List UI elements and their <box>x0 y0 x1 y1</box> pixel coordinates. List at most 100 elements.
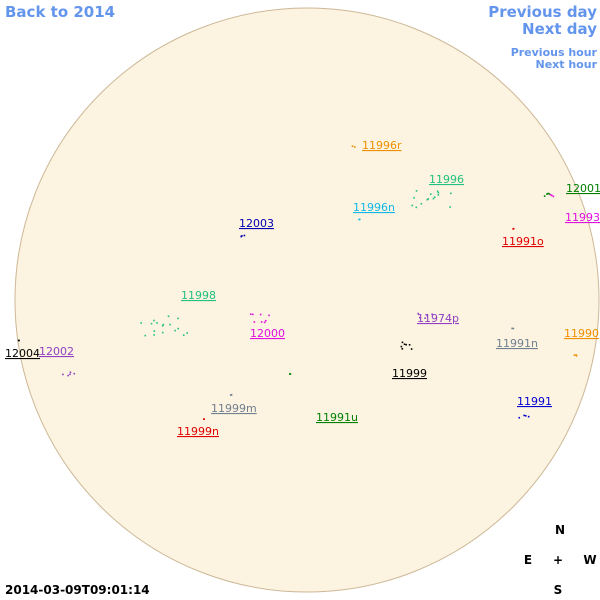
sunspot <box>69 371 72 374</box>
sunspot <box>419 316 421 319</box>
region-label[interactable]: 11991o <box>502 235 544 248</box>
sunspot <box>153 319 155 322</box>
sunspot <box>437 194 440 196</box>
compass-south: S <box>554 583 563 597</box>
sunspot <box>73 372 76 375</box>
sunspot <box>167 315 170 318</box>
sunspot <box>153 330 156 332</box>
sunspot <box>549 193 552 196</box>
sunspot <box>523 414 525 417</box>
sunspot <box>543 195 546 197</box>
sunspot <box>230 393 233 396</box>
region-label[interactable]: 11993 <box>565 211 600 224</box>
sunspot <box>177 327 179 330</box>
region-label[interactable]: 11998 <box>181 289 216 302</box>
region-label[interactable]: 12001 <box>566 182 600 195</box>
compass-center: + <box>553 553 563 567</box>
compass-west: W <box>583 553 596 567</box>
sunspot <box>547 192 549 195</box>
sunspot <box>524 414 527 417</box>
sunspot <box>429 193 432 195</box>
sunspot <box>411 204 414 207</box>
sunspot <box>512 327 515 330</box>
sunspot <box>573 354 576 357</box>
sunspot <box>358 218 361 221</box>
sunspot <box>401 348 404 350</box>
region-label[interactable]: 11999n <box>177 425 219 438</box>
sunspot <box>551 194 553 197</box>
next-day-link[interactable]: Next day <box>522 20 597 38</box>
sunspot <box>512 227 515 230</box>
sunspot <box>140 322 142 324</box>
sunspot <box>408 344 411 346</box>
sunspot <box>161 331 164 334</box>
sunspot <box>426 198 429 201</box>
sunspot <box>62 373 64 376</box>
sunspot <box>229 394 232 396</box>
region-label[interactable]: 11996 <box>429 173 464 186</box>
sunspot <box>263 321 266 324</box>
previous-day-link[interactable]: Previous day <box>488 3 597 21</box>
sunspot <box>436 190 439 193</box>
region-label[interactable]: 11991 <box>517 395 552 408</box>
sunspot <box>264 319 267 322</box>
sunspot <box>177 317 179 320</box>
sunspot <box>351 145 354 147</box>
sunspot <box>401 341 404 344</box>
sunspot <box>548 193 551 195</box>
region-label[interactable]: 11991n <box>496 337 538 350</box>
sunspot <box>450 192 452 195</box>
region-label[interactable]: 12002 <box>39 345 74 358</box>
solar-disk <box>14 7 600 593</box>
sunspot <box>260 321 263 323</box>
region-label[interactable]: 12004 <box>5 347 40 360</box>
next-hour-link[interactable]: Next hour <box>536 58 598 71</box>
sunspot <box>552 195 555 198</box>
sunspot <box>253 321 256 323</box>
sunspot <box>410 348 413 350</box>
region-label[interactable]: 11999m <box>211 402 257 415</box>
sunspot <box>17 339 20 342</box>
sunspot <box>161 324 164 327</box>
region-label[interactable]: 11991u <box>316 411 358 424</box>
sunspot <box>420 202 423 205</box>
sunspot <box>575 354 577 356</box>
sunspot <box>424 317 426 319</box>
sunspot <box>203 418 205 420</box>
region-label[interactable]: 11996r <box>362 139 402 152</box>
sunspot <box>252 313 254 316</box>
sunspot <box>527 415 530 418</box>
previous-hour-link[interactable]: Previous hour <box>511 46 598 59</box>
sunspot <box>162 323 165 326</box>
sunspot <box>150 322 153 325</box>
region-label[interactable]: 11999 <box>392 367 427 380</box>
sunspot <box>243 234 246 237</box>
sunspot <box>432 197 435 200</box>
sunspot <box>546 193 548 195</box>
region-label[interactable]: 11996n <box>353 201 395 214</box>
sunspot <box>67 374 70 377</box>
sunspot <box>182 334 185 336</box>
sunspot <box>400 345 403 348</box>
sunspot <box>511 327 513 330</box>
sunspot <box>449 206 451 208</box>
sunspot <box>431 313 433 316</box>
sunspot <box>417 312 419 315</box>
region-label[interactable]: 11990 <box>564 327 599 340</box>
sunspot <box>144 334 147 337</box>
region-label[interactable]: 12003 <box>239 217 274 230</box>
region-label[interactable]: 12000 <box>250 327 285 340</box>
sunspot <box>427 198 430 200</box>
sunspot <box>437 191 440 194</box>
sunspot <box>289 373 292 375</box>
sunspot <box>405 343 407 346</box>
sunspot <box>353 146 356 148</box>
sunspot <box>268 314 270 317</box>
compass-north: N <box>555 523 565 537</box>
compass-east: E <box>524 553 532 567</box>
back-link[interactable]: Back to 2014 <box>5 3 115 21</box>
region-label[interactable]: 11974p <box>417 312 459 325</box>
sunspot <box>186 332 188 334</box>
sunspot <box>433 196 436 199</box>
